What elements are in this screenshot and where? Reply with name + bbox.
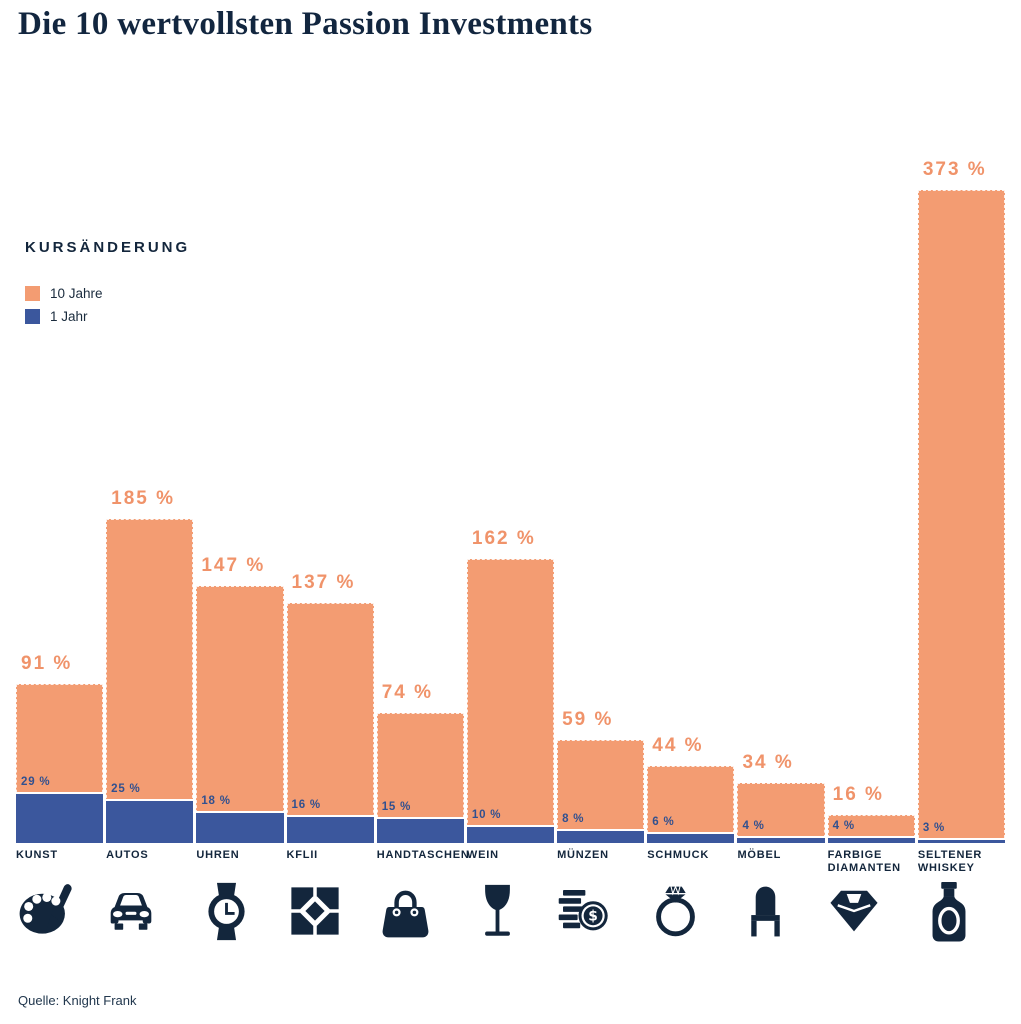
legend-swatch-10-jahre <box>25 286 40 301</box>
chart-column: 44 % 6 % SCHMUCK <box>647 0 735 943</box>
handbag-icon <box>377 879 464 943</box>
category-label: HANDTASCHEN <box>376 849 470 861</box>
category-label: WEIN <box>466 849 499 861</box>
kflii-pattern-icon <box>287 879 374 943</box>
value-label-10-jahre: 373 % <box>922 159 987 180</box>
value-label-1-jahr: 6 % <box>652 816 675 828</box>
wine-glass-icon <box>467 879 554 943</box>
bar-1-jahr <box>557 829 645 843</box>
category-label: AUTOS <box>106 849 149 861</box>
diamond-icon <box>828 879 915 943</box>
page-title: Die 10 wertvollsten Passion Investments <box>18 6 593 42</box>
bar-zone: 16 % 4 % <box>827 0 915 843</box>
chart-column: 16 % 4 % FARBIGE DIAMANTEN <box>827 0 915 943</box>
palette-icon <box>16 879 103 943</box>
bar-1-jahr <box>106 799 194 843</box>
bar-zone: 137 % 16 % <box>286 0 374 843</box>
car-icon <box>106 879 193 943</box>
value-label-1-jahr: 29 % <box>21 776 51 788</box>
bar-10-jahre <box>196 586 284 843</box>
value-label-1-jahr: 4 % <box>742 820 765 832</box>
value-label-10-jahre: 59 % <box>562 709 614 730</box>
bar-zone: 34 % 4 % <box>737 0 825 843</box>
value-label-1-jahr: 4 % <box>832 820 855 832</box>
category-label: MÜNZEN <box>557 849 609 861</box>
bar-1-jahr <box>286 815 374 843</box>
legend-title: KURSÄNDERUNG <box>25 239 191 256</box>
chart-column: 34 % 4 % MÖBEL <box>737 0 825 943</box>
bar-10-jahre <box>737 783 825 843</box>
chart-legend: KURSÄNDERUNG 10 Jahre 1 Jahr <box>25 239 190 332</box>
bar-10-jahre <box>647 766 735 843</box>
value-label-1-jahr: 3 % <box>922 822 946 834</box>
chair-icon <box>737 879 824 943</box>
chart-column: 137 % 16 % KFLII <box>286 0 374 943</box>
legend-swatch-1-jahr <box>25 309 40 324</box>
chart-column: 59 % 8 % MÜNZEN $ <box>557 0 645 943</box>
category-label: SCHMUCK <box>647 849 710 861</box>
category-label: SELTENER WHISKEY <box>917 849 983 875</box>
value-label-10-jahre: 137 % <box>291 572 356 593</box>
ring-icon <box>647 879 734 943</box>
chart-column: 162 % 10 % WEIN <box>466 0 555 943</box>
value-label-10-jahre: 16 % <box>832 784 884 805</box>
coins-icon: $ <box>557 879 644 943</box>
value-label-10-jahre: 34 % <box>742 752 794 773</box>
chart-column: 74 % 15 % HANDTASCHEN <box>376 0 470 943</box>
chart-column: 373 % 3 % SELTENER WHISKEY <box>917 0 1005 943</box>
legend-item-1-jahr: 1 Jahr <box>25 309 190 324</box>
watch-icon <box>196 879 283 943</box>
legend-label: 10 Jahre <box>50 286 103 301</box>
category-label: UHREN <box>196 849 240 861</box>
value-label-1-jahr: 16 % <box>291 799 321 811</box>
bar-10-jahre <box>106 519 194 843</box>
value-label-10-jahre: 44 % <box>652 735 704 756</box>
bar-zone: 162 % 10 % <box>466 0 555 843</box>
legend-item-10-jahre: 10 Jahre <box>25 286 190 301</box>
svg-text:$: $ <box>588 908 598 924</box>
value-label-10-jahre: 74 % <box>381 682 434 703</box>
chart-column: 185 % 25 % AUTOS <box>106 0 194 943</box>
bar-zone: 91 % 29 % <box>16 0 104 843</box>
value-label-10-jahre: 162 % <box>471 528 536 549</box>
source-note: Quelle: Knight Frank <box>18 993 137 1008</box>
chart-column: 91 % 29 % KUNST <box>16 0 104 943</box>
value-label-1-jahr: 8 % <box>562 813 585 825</box>
bar-zone: 44 % 6 % <box>647 0 735 843</box>
value-label-1-jahr: 18 % <box>201 795 231 807</box>
value-label-10-jahre: 185 % <box>111 488 176 509</box>
value-label-1-jahr: 10 % <box>471 809 502 821</box>
value-label-10-jahre: 91 % <box>21 653 73 674</box>
bar-10-jahre <box>557 740 645 843</box>
bar-zone: 59 % 8 % <box>557 0 645 843</box>
chart-column: 147 % 18 % UHREN <box>196 0 284 943</box>
legend-label: 1 Jahr <box>50 309 88 324</box>
bar-1-jahr <box>917 838 1005 843</box>
bar-10-jahre <box>286 603 374 843</box>
bar-1-jahr <box>16 792 104 843</box>
bar-chart: 91 % 29 % KUNST 185 % 25 % AUTOS 147 % 18 % UHRE… <box>16 0 1005 943</box>
bar-zone: 74 % 15 % <box>376 0 464 843</box>
value-label-10-jahre: 147 % <box>201 555 266 576</box>
category-label: MÖBEL <box>737 849 782 861</box>
bar-1-jahr <box>647 832 735 843</box>
bar-1-jahr <box>466 825 555 843</box>
value-label-1-jahr: 25 % <box>111 783 141 795</box>
bar-1-jahr <box>376 817 464 843</box>
bar-1-jahr <box>196 811 284 843</box>
value-label-1-jahr: 15 % <box>381 801 412 813</box>
whiskey-bottle-icon <box>918 879 1005 943</box>
category-label: KFLII <box>286 849 319 861</box>
bar-1-jahr <box>827 836 915 843</box>
bar-1-jahr <box>737 836 825 843</box>
category-label: KUNST <box>16 849 58 861</box>
category-label: FARBIGE DIAMANTEN <box>827 849 901 875</box>
bar-10-jahre <box>466 559 555 843</box>
bar-zone: 373 % 3 % <box>917 0 1005 843</box>
bar-zone: 185 % 25 % <box>106 0 194 843</box>
bar-10-jahre <box>917 190 1005 843</box>
bar-zone: 147 % 18 % <box>196 0 284 843</box>
